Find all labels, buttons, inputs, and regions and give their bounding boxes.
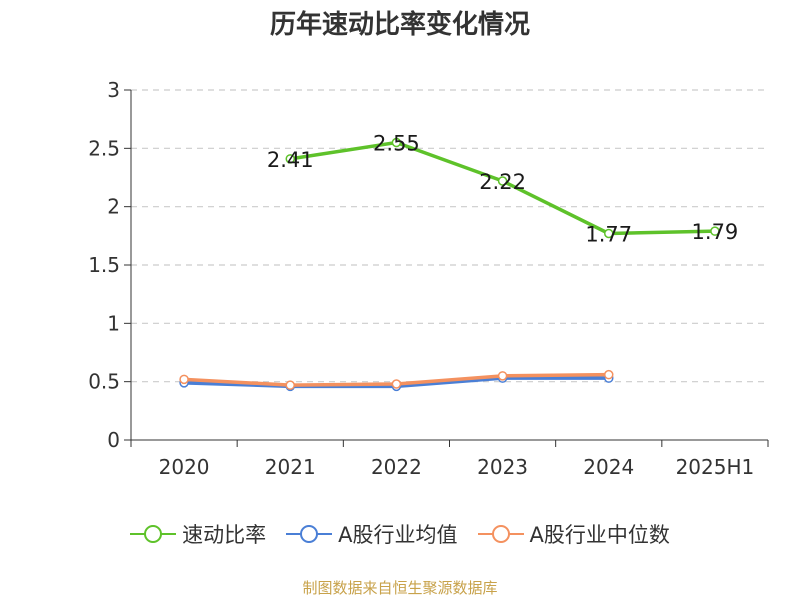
data-labels: 2.41 2.55 2.22 1.77 1.79: [267, 132, 738, 247]
legend-marker-industry-mean: [286, 525, 333, 543]
y-tick-label: 2: [107, 195, 120, 219]
legend-item-industry-median[interactable]: A股行业中位数: [477, 519, 670, 549]
legend-item-industry-mean[interactable]: A股行业均值: [286, 519, 458, 549]
data-label: 2.22: [479, 170, 526, 194]
series-lines: [179, 137, 720, 392]
series-point-0: [391, 137, 402, 148]
axes: 0 0.5 1 1.5 2 2.5 3 2020 2021 2022 2023 2024 2025H1: [88, 78, 769, 479]
y-tick-label: 0.5: [88, 370, 120, 394]
series-point-0: [497, 176, 508, 186]
data-label: 1.79: [692, 220, 739, 244]
x-tick-label: 2021: [265, 455, 316, 479]
legend-label-quick-ratio: 速动比率: [182, 523, 267, 547]
chart-title: 历年速动比率变化情况: [269, 10, 530, 40]
data-label: 2.41: [267, 148, 314, 172]
x-tick-label: 2020: [159, 455, 210, 479]
y-tick-label: 2.5: [88, 136, 120, 160]
series-point-2: [604, 369, 614, 380]
y-tick-label: 1: [107, 311, 120, 335]
series-point-0: [285, 154, 295, 164]
legend-item-quick-ratio[interactable]: 速动比率: [130, 519, 266, 549]
series-point-2: [179, 374, 189, 385]
x-tick-label: 2024: [583, 455, 634, 479]
series-point-2: [285, 380, 295, 390]
source-note: 制图数据来自恒生聚源数据库: [302, 579, 498, 597]
data-label: 2.55: [373, 132, 420, 156]
grid-lines: [131, 89, 768, 383]
legend-marker-industry-median: [477, 525, 524, 543]
y-tick-label: 3: [107, 78, 120, 102]
legend: 速动比率 A股行业均值 A股行业中位数: [0, 519, 800, 549]
y-tick-label: 1.5: [88, 253, 120, 277]
x-tick-label: 2025H1: [676, 455, 755, 479]
series-point-0: [710, 226, 720, 236]
legend-label-industry-mean: A股行业均值: [338, 523, 458, 547]
series-point-2: [391, 379, 402, 389]
series-point-0: [604, 228, 614, 239]
legend-marker-quick-ratio: [130, 525, 177, 543]
x-tick-label: 2023: [477, 455, 528, 479]
data-label: 1.77: [585, 223, 632, 247]
legend-label-industry-median: A股行业中位数: [529, 523, 670, 547]
series-point-2: [497, 371, 508, 381]
x-tick-label: 2022: [371, 455, 422, 479]
y-tick-label: 0: [107, 428, 120, 452]
